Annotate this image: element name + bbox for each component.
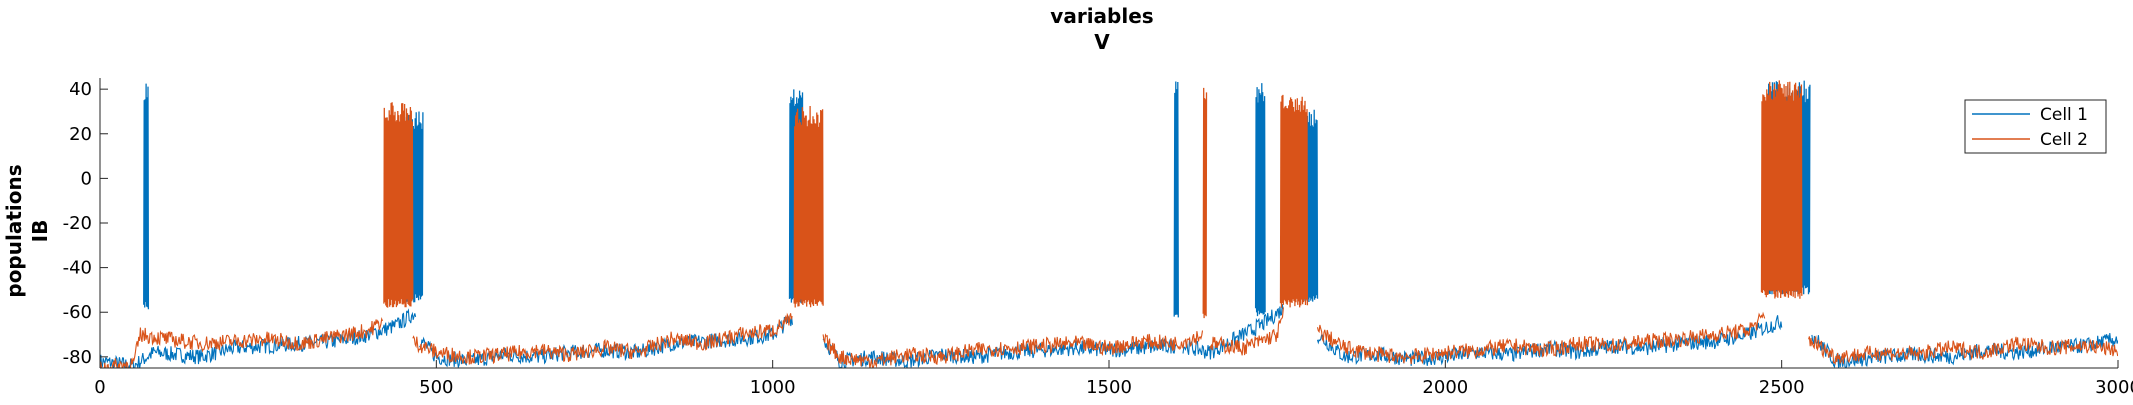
series-cell-1-burst-4 xyxy=(1254,83,1266,317)
x-tick-label-1500: 1500 xyxy=(1086,377,1132,398)
y-tick-label--60: -60 xyxy=(63,302,92,323)
y-tick-label--80: -80 xyxy=(63,347,92,368)
series-cell-1-trace-0 xyxy=(100,308,417,368)
series-cell-2-trace-2 xyxy=(822,330,1204,368)
y-tick-label-20: 20 xyxy=(69,124,92,145)
series-cell-2-trace-0 xyxy=(100,316,384,368)
series-cell-1-trace-4 xyxy=(1316,315,1783,366)
series-cell-2-burst-1 xyxy=(793,105,824,308)
series-cell-2 xyxy=(100,80,2118,368)
legend-box xyxy=(1964,99,2107,154)
series-cell-1-trace-1 xyxy=(419,316,793,368)
series-cell-1-burst-0 xyxy=(143,83,150,310)
x-tick-label-2000: 2000 xyxy=(1422,377,1468,398)
chart-title-line-1: variables xyxy=(1050,4,1153,28)
chart-title-line-2: V xyxy=(1094,30,1110,54)
series-cell-2-burst-3 xyxy=(1279,94,1309,308)
series-cell-2-trace-4 xyxy=(1316,311,1766,365)
series-cell-1-trace-3 xyxy=(1182,304,1284,360)
x-tick-label-2500: 2500 xyxy=(1759,377,1805,398)
x-tick-label-0: 0 xyxy=(94,377,105,398)
series-cell-2-burst-2 xyxy=(1202,87,1208,319)
y-tick-label-40: 40 xyxy=(69,79,92,100)
series-cell-1-burst-3 xyxy=(1173,81,1179,318)
series-cell-2-trace-1 xyxy=(412,312,793,365)
x-tick-label-500: 500 xyxy=(419,377,453,398)
series-cell-2-trace-3 xyxy=(1209,307,1284,356)
y-axis-label-line-1: populations xyxy=(2,164,26,297)
plot-area xyxy=(100,80,2118,368)
y-axis-label-line-2: IB xyxy=(28,220,52,243)
x-tick-label-3000: 3000 xyxy=(2095,377,2133,398)
legend-label-cell-1: Cell 1 xyxy=(2040,105,2088,125)
legend: Cell 1 Cell 2 xyxy=(1964,99,2107,154)
legend-label-cell-2: Cell 2 xyxy=(2040,130,2088,150)
y-tick-label--40: -40 xyxy=(63,258,92,279)
axes: 0 500 1000 1500 2000 2500 3000 40 20 0 -20 -40 -60 -8… xyxy=(63,78,2133,398)
series-cell-2-trace-5 xyxy=(1808,335,2118,365)
x-tick-label-1000: 1000 xyxy=(750,377,796,398)
y-tick-label-0: 0 xyxy=(81,168,92,189)
series-cell-2-burst-0 xyxy=(383,102,414,308)
series-cell-2-burst-4 xyxy=(1760,80,1803,299)
y-tick-label--20: -20 xyxy=(63,213,92,234)
